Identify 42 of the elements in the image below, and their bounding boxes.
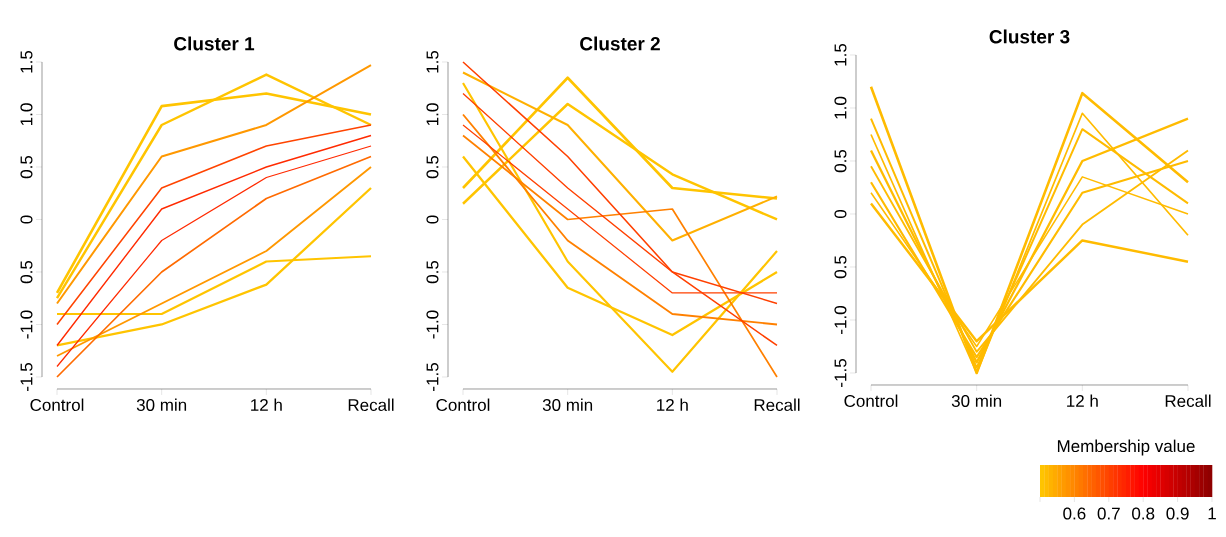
- y-tick-label: -1.0: [20, 310, 33, 339]
- x-tick-label: Recall: [1165, 394, 1211, 408]
- y-tick-label: 0.5: [20, 260, 33, 284]
- x-tick-label: 30 min: [951, 394, 1002, 408]
- y-tick-label: 0.5: [834, 149, 847, 173]
- y-tick-label: 0.5: [426, 260, 439, 284]
- y-tick-label: 1.5: [20, 50, 33, 73]
- y-tick-label: -1.5: [20, 363, 33, 391]
- x-tick-label: Recall: [754, 398, 800, 412]
- color-bar-label: 0.6: [1063, 507, 1086, 520]
- x-tick-label: 30 min: [542, 398, 593, 412]
- y-tick-label: 1.5: [834, 43, 847, 66]
- x-tick-label: Control: [30, 398, 84, 412]
- color-bar-label: 1: [1208, 507, 1216, 520]
- y-tick-label: -1.0: [426, 310, 439, 339]
- color-bar-label: 0.9: [1166, 507, 1189, 520]
- x-tick-label: Control: [844, 394, 898, 408]
- y-tick-label: 0: [426, 215, 439, 224]
- chart-title: Cluster 1: [174, 36, 255, 51]
- chart-title: Cluster 3: [989, 29, 1070, 44]
- y-tick-label: 1.0: [20, 103, 33, 126]
- y-tick-label: -1.0: [834, 306, 847, 334]
- y-tick-label: 1.5: [426, 50, 439, 73]
- y-tick-label: 0: [834, 209, 847, 219]
- color-bar-label: 0.8: [1132, 507, 1155, 520]
- x-tick-label: Control: [436, 398, 490, 412]
- chart-title: Cluster 2: [580, 36, 660, 51]
- y-tick-label: -1.5: [426, 363, 439, 391]
- y-tick-label: 0: [20, 215, 33, 224]
- y-tick-label: 1.0: [426, 103, 439, 126]
- y-tick-label: 0.5: [426, 155, 439, 179]
- y-tick-label: -1.5: [834, 359, 847, 387]
- x-tick-label: 30 min: [136, 398, 187, 412]
- color-bar-title: Membership value: [1057, 439, 1195, 456]
- y-tick-label: 1.0: [834, 96, 847, 119]
- x-tick-label: 12 h: [1067, 394, 1098, 407]
- color-bar-label: 0.7: [1097, 507, 1120, 520]
- y-tick-label: 0.5: [834, 255, 847, 279]
- y-tick-label: 0.5: [20, 155, 33, 179]
- x-tick-label: 12 h: [657, 398, 688, 411]
- x-tick-label: 12 h: [251, 398, 282, 411]
- x-tick-label: Recall: [348, 398, 394, 412]
